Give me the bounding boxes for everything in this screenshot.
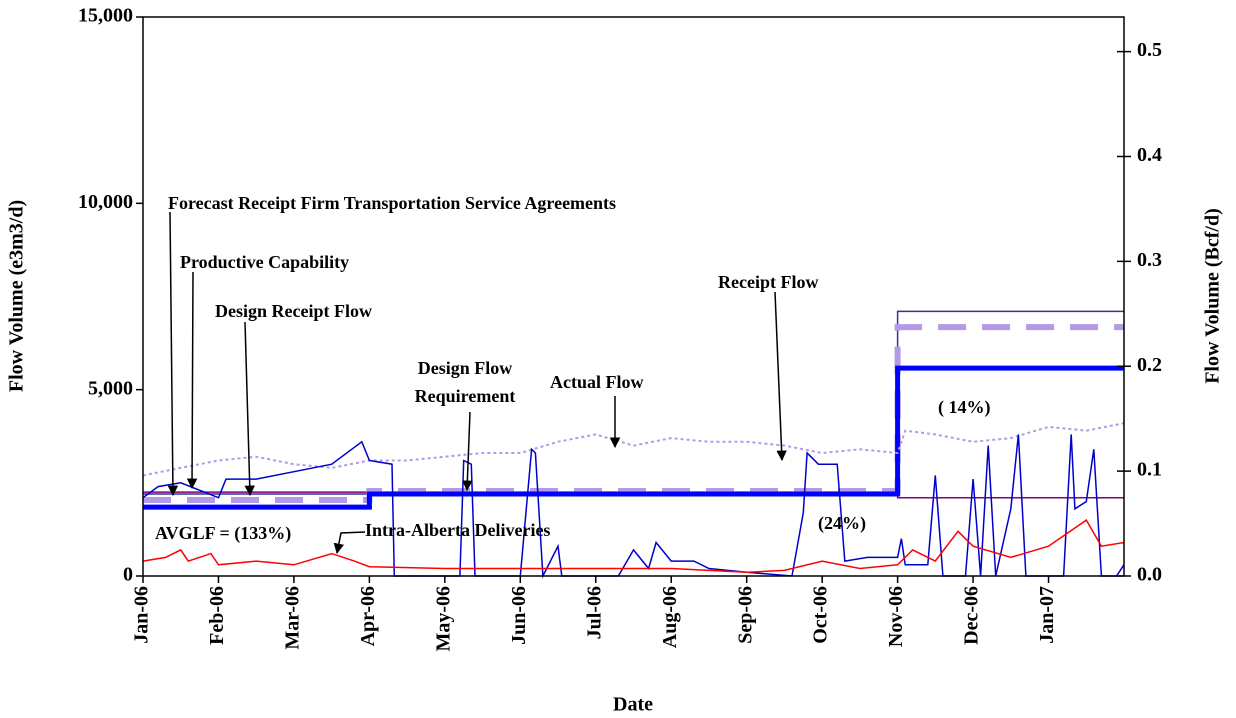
series-line <box>143 365 1124 510</box>
series-label: Design Flow Requirement <box>414 358 516 406</box>
arrow <box>333 531 366 555</box>
y-tick-label: 5,000 <box>88 377 133 399</box>
y-tick-label: 10,000 <box>78 191 133 213</box>
y2-tick-label: 0.5 <box>1137 39 1162 61</box>
arrow <box>167 211 179 497</box>
plot-area <box>142 310 1125 579</box>
series-label: Receipt Flow <box>718 272 818 292</box>
x-tick-label: Dec-06 <box>961 586 983 645</box>
x-tick-label: May-06 <box>432 586 454 652</box>
annotation: ( 14%) <box>938 397 991 418</box>
annotation: AVGLF = (133%) <box>155 523 291 544</box>
series-label: Design Receipt Flow <box>215 301 372 321</box>
y-tick-label: 15,000 <box>78 5 133 27</box>
series-line <box>142 519 1125 574</box>
arrow <box>774 291 787 462</box>
y2-tick-label: 0.3 <box>1137 249 1162 271</box>
annotation: (24%) <box>818 513 866 534</box>
series-line <box>142 422 1125 477</box>
y2-tick-label: 0.1 <box>1137 459 1162 481</box>
series-label: Forecast Receipt Firm Transportation Ser… <box>168 193 616 213</box>
arrow <box>462 411 473 492</box>
series-label-box: Design Flow Requirement <box>414 358 516 406</box>
y2-tick-label: 0.0 <box>1137 564 1162 586</box>
x-tick-label: Jul-06 <box>583 586 605 639</box>
y-tick-label: 0 <box>123 564 133 586</box>
plot-frame <box>142 16 1125 577</box>
series-label: Actual Flow <box>550 372 644 392</box>
x-tick-label: Feb-06 <box>206 586 228 645</box>
x-tick-label: Apr-06 <box>357 586 379 646</box>
y2-tick-label: 0.2 <box>1137 354 1162 376</box>
x-tick-label: Jan-07 <box>1036 586 1058 644</box>
x-tick-label: Aug-06 <box>659 586 681 648</box>
x-tick-label: Jun-06 <box>508 586 530 645</box>
y2-tick-label: 0.4 <box>1137 144 1162 166</box>
x-tick-label: Nov-06 <box>885 586 907 647</box>
x-tick-label: Sep-06 <box>734 586 756 644</box>
x-tick-label: Oct-06 <box>810 586 832 644</box>
x-tick-label: Mar-06 <box>282 586 304 650</box>
series-label: Intra-Alberta Deliveries <box>365 520 550 540</box>
x-axis-label: Date <box>613 694 653 716</box>
y2-axis-label: Flow Volume (Bcf/d) <box>1202 208 1224 384</box>
arrow <box>244 321 255 497</box>
y-axis-label: Flow Volume (e3m3/d) <box>6 200 28 392</box>
series-label: Productive Capability <box>180 252 349 272</box>
x-tick-label: Jan-06 <box>131 586 153 644</box>
series-line <box>143 324 1124 503</box>
arrow <box>186 271 198 490</box>
annotation-arrows <box>167 211 787 555</box>
